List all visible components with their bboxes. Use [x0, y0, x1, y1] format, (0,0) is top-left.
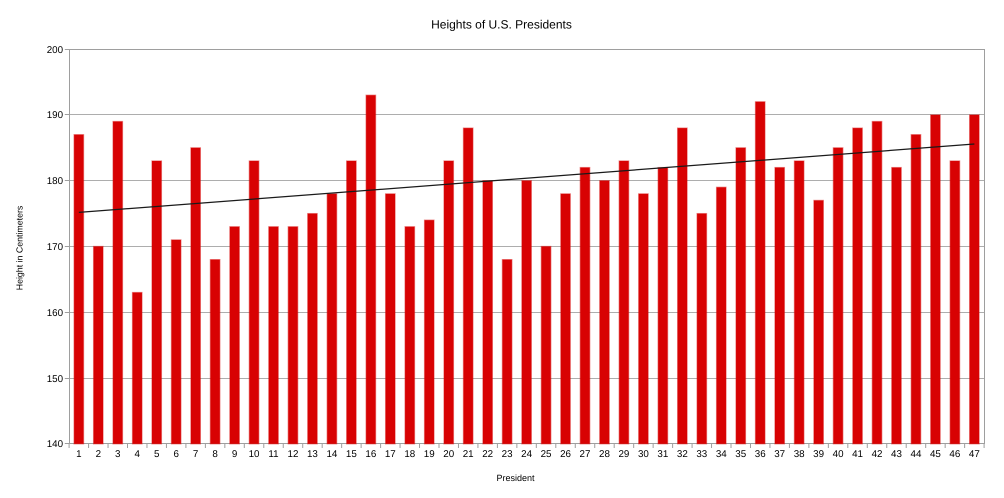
svg-text:32: 32: [677, 449, 688, 460]
svg-text:28: 28: [599, 449, 610, 460]
svg-text:14: 14: [326, 449, 337, 460]
svg-text:10: 10: [249, 449, 260, 460]
svg-text:21: 21: [463, 449, 474, 460]
svg-text:140: 140: [47, 439, 64, 450]
svg-text:44: 44: [911, 449, 922, 460]
svg-text:150: 150: [47, 374, 64, 385]
svg-text:12: 12: [288, 449, 299, 460]
svg-text:President: President: [496, 473, 535, 483]
svg-text:5: 5: [154, 449, 160, 460]
svg-text:3: 3: [115, 449, 121, 460]
svg-text:43: 43: [891, 449, 902, 460]
svg-text:30: 30: [638, 449, 649, 460]
svg-text:11: 11: [268, 449, 278, 460]
svg-text:15: 15: [346, 449, 357, 460]
svg-text:37: 37: [774, 449, 785, 460]
svg-text:7: 7: [193, 449, 198, 460]
svg-text:20: 20: [443, 449, 454, 460]
svg-text:47: 47: [969, 449, 980, 460]
svg-text:6: 6: [173, 449, 179, 460]
svg-text:26: 26: [560, 449, 571, 460]
svg-text:40: 40: [833, 449, 844, 460]
svg-text:13: 13: [307, 449, 318, 460]
svg-text:Height in Centimeters: Height in Centimeters: [14, 205, 24, 290]
svg-text:23: 23: [502, 449, 513, 460]
svg-text:39: 39: [813, 449, 824, 460]
svg-text:18: 18: [404, 449, 415, 460]
svg-text:9: 9: [232, 449, 237, 460]
svg-text:160: 160: [47, 308, 64, 319]
svg-text:27: 27: [580, 449, 591, 460]
svg-text:17: 17: [385, 449, 396, 460]
svg-text:31: 31: [657, 449, 668, 460]
svg-text:2: 2: [96, 449, 101, 460]
svg-text:36: 36: [755, 449, 766, 460]
svg-text:24: 24: [521, 449, 532, 460]
svg-text:Heights of U.S. Presidents: Heights of U.S. Presidents: [431, 17, 572, 31]
svg-text:180: 180: [47, 176, 64, 187]
svg-text:33: 33: [696, 449, 707, 460]
svg-text:1: 1: [76, 449, 81, 460]
svg-text:22: 22: [482, 449, 493, 460]
svg-text:46: 46: [949, 449, 960, 460]
svg-text:35: 35: [735, 449, 746, 460]
svg-text:4: 4: [135, 449, 141, 460]
svg-text:41: 41: [852, 449, 863, 460]
svg-text:42: 42: [872, 449, 883, 460]
svg-text:200: 200: [47, 45, 64, 56]
svg-text:25: 25: [541, 449, 552, 460]
svg-text:45: 45: [930, 449, 941, 460]
svg-text:19: 19: [424, 449, 435, 460]
svg-text:29: 29: [618, 449, 629, 460]
svg-text:170: 170: [47, 242, 64, 253]
svg-text:16: 16: [365, 449, 376, 460]
svg-text:8: 8: [212, 449, 218, 460]
svg-text:34: 34: [716, 449, 727, 460]
svg-text:38: 38: [794, 449, 805, 460]
svg-text:190: 190: [47, 110, 64, 121]
